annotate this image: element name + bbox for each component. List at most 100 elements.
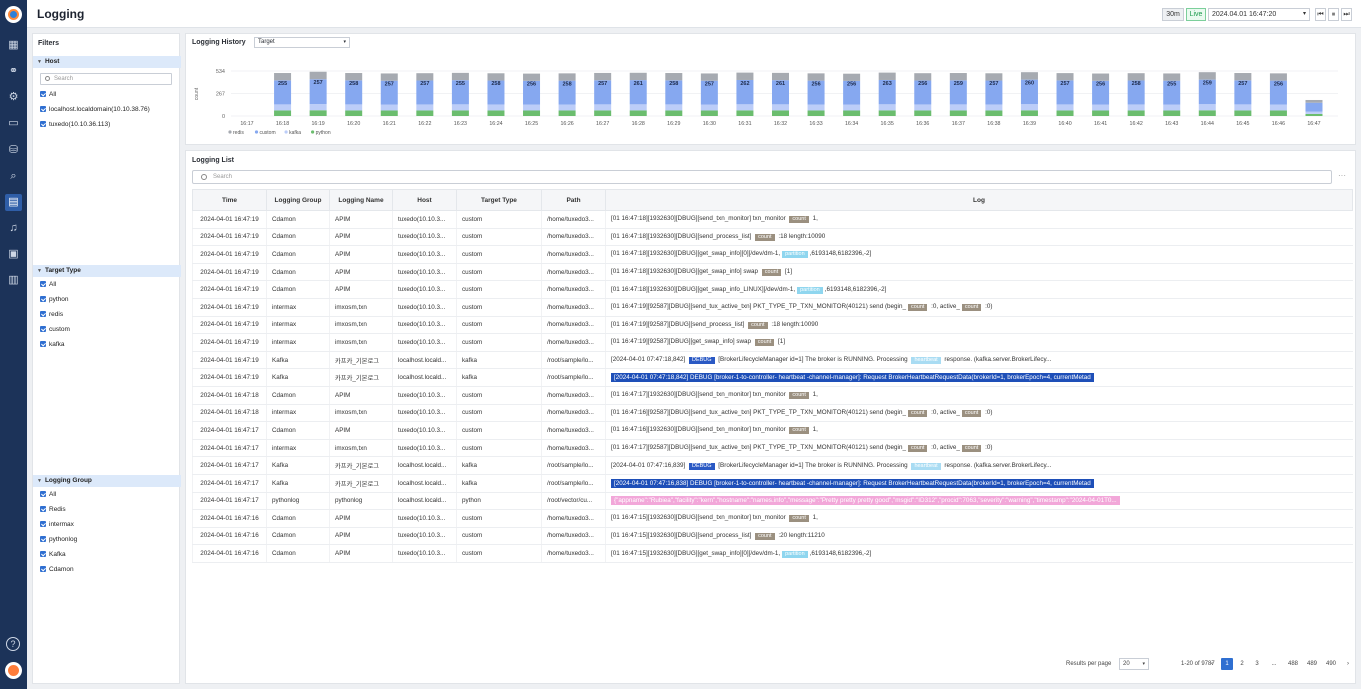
bar-segment-kafka[interactable] bbox=[523, 104, 541, 111]
bar-segment-custom[interactable] bbox=[1305, 102, 1323, 112]
page-button[interactable]: 2 bbox=[1240, 661, 1244, 667]
bar-segment-python[interactable] bbox=[629, 110, 647, 116]
bar-segment-custom[interactable] bbox=[594, 80, 612, 105]
table-row[interactable]: 2024-04-01 16:47:19 Cdamon APIM tuxedo(10.1… bbox=[192, 228, 1353, 247]
table-row[interactable]: 2024-04-01 16:47:19 Cdamon APIM tuxedo(10.1… bbox=[192, 245, 1353, 264]
bar-segment-redis[interactable] bbox=[1020, 72, 1038, 80]
bar-segment-python[interactable] bbox=[878, 110, 896, 116]
bar-segment-python[interactable] bbox=[700, 110, 718, 116]
bar-segment-kafka[interactable] bbox=[380, 104, 398, 111]
bar-segment-python[interactable] bbox=[309, 110, 327, 116]
log-search-input[interactable]: Search bbox=[192, 170, 1332, 184]
table-row[interactable]: 2024-04-01 16:47:17 intermax imxosm,txn tux… bbox=[192, 439, 1353, 458]
bar-segment-kafka[interactable] bbox=[1092, 104, 1110, 111]
bar-segment-python[interactable] bbox=[451, 110, 469, 116]
alert-bell-icon[interactable]: ♫ bbox=[9, 222, 18, 234]
bar-segment-python[interactable] bbox=[1092, 110, 1110, 116]
table-row[interactable]: 2024-04-01 16:47:19 Cdamon APIM tuxedo(10.1… bbox=[192, 210, 1353, 229]
bar-segment-python[interactable] bbox=[914, 110, 932, 116]
app-logo[interactable] bbox=[5, 6, 22, 23]
bar-segment-redis[interactable] bbox=[1234, 73, 1252, 81]
column-header[interactable]: Path bbox=[541, 189, 606, 211]
bar-segment-redis[interactable] bbox=[1127, 73, 1145, 81]
bar-segment-custom[interactable] bbox=[843, 80, 861, 105]
bar-segment-kafka[interactable] bbox=[1305, 111, 1323, 114]
bar-segment-kafka[interactable] bbox=[1269, 104, 1287, 111]
monitor-icon[interactable]: ▭ bbox=[8, 117, 19, 129]
bar-segment-redis[interactable] bbox=[1092, 73, 1110, 81]
bar-segment-python[interactable] bbox=[665, 110, 683, 116]
more-options-icon[interactable]: ··· bbox=[1338, 171, 1346, 180]
table-row[interactable]: 2024-04-01 16:47:17 pythonlog pythonlog loc… bbox=[192, 492, 1353, 511]
bar-segment-redis[interactable] bbox=[878, 72, 896, 80]
column-header[interactable]: Logging Group bbox=[266, 189, 330, 211]
bar-segment-python[interactable] bbox=[1163, 110, 1181, 116]
bar-segment-redis[interactable] bbox=[309, 71, 327, 80]
host-filter-checkbox[interactable]: tuxedo(10.10.36.113) bbox=[40, 121, 110, 129]
bar-segment-custom[interactable] bbox=[1092, 80, 1110, 105]
bar-segment-kafka[interactable] bbox=[1020, 104, 1038, 111]
bar-segment-custom[interactable] bbox=[451, 80, 469, 105]
logging-group-filter-checkbox[interactable]: intermax bbox=[40, 521, 74, 529]
bar-segment-redis[interactable] bbox=[1163, 73, 1181, 81]
dashboard-icon[interactable]: ▦ bbox=[8, 39, 19, 51]
bar-segment-kafka[interactable] bbox=[985, 104, 1003, 111]
bar-segment-redis[interactable] bbox=[380, 73, 398, 81]
bar-segment-kafka[interactable] bbox=[416, 104, 434, 111]
column-header[interactable]: Time bbox=[192, 189, 267, 211]
bar-segment-python[interactable] bbox=[1269, 110, 1287, 116]
avatar[interactable] bbox=[5, 662, 22, 679]
target-type-filter-checkbox[interactable]: python bbox=[40, 296, 69, 304]
target-type-filter-checkbox[interactable]: kafka bbox=[40, 341, 65, 349]
table-row[interactable]: 2024-04-01 16:47:16 Cdamon APIM tuxedo(10.1… bbox=[192, 527, 1353, 546]
bar-segment-python[interactable] bbox=[1305, 113, 1323, 116]
bar-segment-kafka[interactable] bbox=[771, 104, 789, 111]
target-type-filter-checkbox[interactable]: custom bbox=[40, 326, 70, 334]
bar-segment-redis[interactable] bbox=[487, 73, 505, 81]
bar-segment-custom[interactable] bbox=[629, 80, 647, 105]
legend-entry[interactable]: kafka bbox=[289, 130, 301, 136]
time-range-button[interactable]: 30m bbox=[1162, 8, 1184, 21]
bar-segment-kafka[interactable] bbox=[807, 104, 825, 111]
database-icon[interactable]: ⛁ bbox=[8, 144, 19, 156]
topology-icon[interactable]: ⚭ bbox=[8, 65, 19, 77]
bar-segment-redis[interactable] bbox=[274, 73, 292, 81]
logging-group-filter-checkbox[interactable]: All bbox=[40, 491, 56, 499]
bar-segment-python[interactable] bbox=[1020, 110, 1038, 116]
bar-segment-python[interactable] bbox=[985, 110, 1003, 116]
bar-segment-redis[interactable] bbox=[523, 73, 541, 81]
page-button[interactable]: 1 bbox=[1221, 658, 1233, 670]
table-row[interactable]: 2024-04-01 16:47:19 intermax imxosm,txn tux… bbox=[192, 298, 1353, 317]
bar-segment-python[interactable] bbox=[594, 110, 612, 116]
bar-segment-custom[interactable] bbox=[985, 80, 1003, 105]
host-filter-checkbox[interactable]: All bbox=[40, 91, 56, 99]
bar-segment-python[interactable] bbox=[558, 110, 576, 116]
logging-group-filter-checkbox[interactable]: pythonlog bbox=[40, 536, 77, 544]
bar-segment-redis[interactable] bbox=[416, 73, 434, 81]
bar-segment-python[interactable] bbox=[949, 110, 967, 116]
legend-entry[interactable]: redis bbox=[233, 130, 244, 136]
bar-segment-python[interactable] bbox=[771, 110, 789, 116]
rows-per-page-select[interactable]: 20 ▾ bbox=[1119, 658, 1149, 670]
column-header[interactable]: Host bbox=[392, 189, 457, 211]
bar-segment-python[interactable] bbox=[523, 110, 541, 116]
bar-segment-redis[interactable] bbox=[1198, 72, 1216, 80]
table-row[interactable]: 2024-04-01 16:47:16 Cdamon APIM tuxedo(10.1… bbox=[192, 509, 1353, 528]
page-button[interactable]: 488 bbox=[1287, 661, 1298, 667]
datetime-picker[interactable]: 2024.04.01 16:47:20 ▾ bbox=[1208, 8, 1310, 21]
logging-group-section-header[interactable]: ▼ Logging Group bbox=[33, 475, 181, 487]
live-toggle[interactable]: Live bbox=[1186, 8, 1206, 21]
bar-segment-redis[interactable] bbox=[700, 73, 718, 81]
bar-segment-kafka[interactable] bbox=[345, 104, 363, 111]
bar-segment-custom[interactable] bbox=[274, 80, 292, 105]
bar-segment-kafka[interactable] bbox=[843, 104, 861, 111]
prev-page-button[interactable]: ‹ bbox=[1211, 661, 1213, 667]
bar-segment-kafka[interactable] bbox=[558, 104, 576, 111]
table-row[interactable]: 2024-04-01 16:47:18 Cdamon APIM tuxedo(10.1… bbox=[192, 386, 1353, 405]
bar-segment-python[interactable] bbox=[1234, 110, 1252, 116]
bar-segment-kafka[interactable] bbox=[949, 104, 967, 111]
table-row[interactable]: 2024-04-01 16:47:19 Cdamon APIM tuxedo(10.1… bbox=[192, 280, 1353, 299]
bar-segment-python[interactable] bbox=[1198, 110, 1216, 116]
table-row[interactable]: 2024-04-01 16:47:19 Kafka 카프카_기본로그 localhos… bbox=[192, 368, 1353, 387]
logging-group-filter-checkbox[interactable]: Cdamon bbox=[40, 566, 74, 574]
